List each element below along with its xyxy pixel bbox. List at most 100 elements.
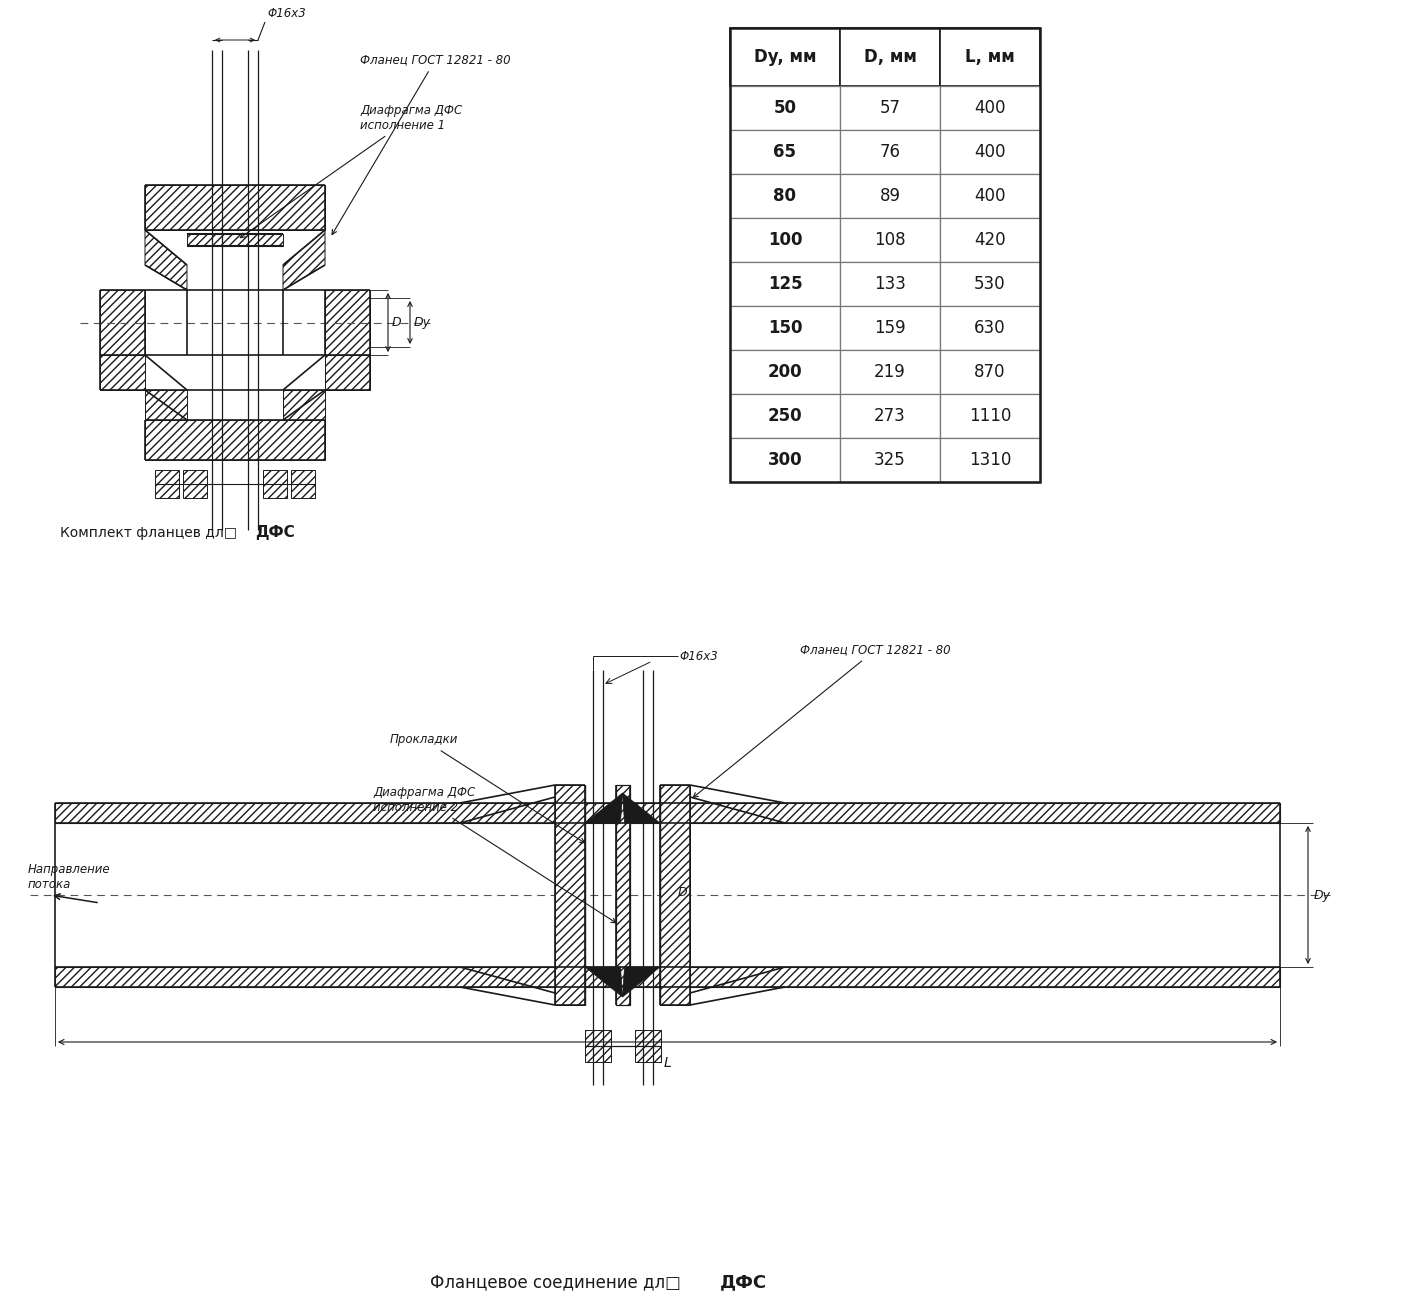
Bar bbox=[941, 438, 1040, 482]
Text: Диафрагма ДФС
исполнение 2: Диафрагма ДФС исполнение 2 bbox=[373, 786, 616, 923]
Polygon shape bbox=[100, 290, 145, 355]
Text: L, мм: L, мм bbox=[965, 47, 1015, 66]
Text: 76: 76 bbox=[879, 143, 900, 161]
Text: 57: 57 bbox=[879, 99, 900, 117]
Polygon shape bbox=[324, 355, 371, 390]
Polygon shape bbox=[555, 786, 585, 1005]
Text: D, мм: D, мм bbox=[863, 47, 917, 66]
Text: Dy, мм: Dy, мм bbox=[754, 47, 816, 66]
Bar bbox=[730, 28, 1040, 482]
Text: 150: 150 bbox=[768, 318, 802, 337]
Bar bbox=[941, 174, 1040, 218]
Text: ДФС: ДФС bbox=[720, 1273, 767, 1291]
Text: 300: 300 bbox=[768, 451, 802, 468]
Bar bbox=[941, 393, 1040, 438]
Polygon shape bbox=[154, 470, 178, 497]
Polygon shape bbox=[55, 967, 1280, 987]
Text: Фланец ГОСТ 12821 - 80: Фланец ГОСТ 12821 - 80 bbox=[331, 54, 511, 234]
Text: Комплект фланцев дл□: Комплект фланцев дл□ bbox=[60, 526, 241, 540]
Bar bbox=[730, 307, 840, 350]
Polygon shape bbox=[145, 186, 324, 230]
Text: Направление
потока: Направление потока bbox=[28, 863, 111, 891]
Text: 159: 159 bbox=[875, 318, 906, 337]
Bar bbox=[941, 28, 1040, 86]
Bar bbox=[840, 393, 941, 438]
Polygon shape bbox=[622, 794, 660, 822]
Text: 100: 100 bbox=[768, 232, 802, 249]
Text: 420: 420 bbox=[974, 232, 1005, 249]
Text: 200: 200 bbox=[768, 363, 802, 382]
Bar bbox=[840, 28, 941, 86]
Bar bbox=[730, 28, 840, 86]
Bar bbox=[840, 218, 941, 262]
Polygon shape bbox=[622, 967, 660, 998]
Text: Φ16х3: Φ16х3 bbox=[680, 650, 719, 662]
Polygon shape bbox=[187, 234, 284, 246]
Polygon shape bbox=[585, 967, 622, 998]
Text: 400: 400 bbox=[974, 187, 1005, 205]
Text: 65: 65 bbox=[774, 143, 796, 161]
Text: 80: 80 bbox=[774, 187, 796, 205]
Text: Φ16х3: Φ16х3 bbox=[267, 7, 306, 20]
Text: ДФС: ДФС bbox=[256, 525, 295, 541]
Text: Dy: Dy bbox=[1314, 888, 1331, 901]
Bar bbox=[941, 350, 1040, 393]
Text: 250: 250 bbox=[768, 407, 802, 425]
Polygon shape bbox=[145, 390, 187, 420]
Text: 1110: 1110 bbox=[969, 407, 1011, 425]
Text: 133: 133 bbox=[875, 275, 906, 293]
Bar bbox=[941, 307, 1040, 350]
Text: 273: 273 bbox=[875, 407, 906, 425]
Text: 125: 125 bbox=[768, 275, 802, 293]
Text: L: L bbox=[664, 1055, 671, 1070]
Bar bbox=[840, 350, 941, 393]
Text: 400: 400 bbox=[974, 99, 1005, 117]
Polygon shape bbox=[284, 390, 324, 420]
Bar bbox=[840, 174, 941, 218]
Polygon shape bbox=[635, 1030, 660, 1062]
Polygon shape bbox=[584, 1030, 611, 1062]
Bar bbox=[840, 438, 941, 482]
Bar bbox=[840, 262, 941, 307]
Polygon shape bbox=[145, 420, 324, 461]
Text: 870: 870 bbox=[974, 363, 1005, 382]
Polygon shape bbox=[183, 470, 206, 497]
Polygon shape bbox=[585, 794, 622, 822]
Bar bbox=[941, 130, 1040, 174]
Bar bbox=[730, 130, 840, 174]
Bar bbox=[840, 86, 941, 130]
Polygon shape bbox=[284, 230, 324, 290]
Polygon shape bbox=[324, 290, 371, 355]
Text: 630: 630 bbox=[974, 318, 1005, 337]
Polygon shape bbox=[291, 470, 314, 497]
Text: 108: 108 bbox=[875, 232, 906, 249]
Text: 219: 219 bbox=[875, 363, 906, 382]
Bar bbox=[941, 86, 1040, 130]
Text: 325: 325 bbox=[875, 451, 906, 468]
Bar bbox=[840, 307, 941, 350]
Text: 530: 530 bbox=[974, 275, 1005, 293]
Bar bbox=[730, 393, 840, 438]
Text: 400: 400 bbox=[974, 143, 1005, 161]
Text: D: D bbox=[678, 887, 687, 900]
Bar bbox=[941, 262, 1040, 307]
Bar bbox=[730, 174, 840, 218]
Bar bbox=[730, 218, 840, 262]
Text: Прокладки: Прокладки bbox=[390, 733, 584, 842]
Polygon shape bbox=[145, 230, 187, 290]
Text: 50: 50 bbox=[774, 99, 796, 117]
Polygon shape bbox=[100, 355, 145, 390]
Polygon shape bbox=[660, 786, 689, 1005]
Polygon shape bbox=[55, 803, 1280, 822]
Bar bbox=[941, 218, 1040, 262]
Text: Фланцевое соединение дл□: Фланцевое соединение дл□ bbox=[430, 1273, 687, 1291]
Polygon shape bbox=[615, 786, 629, 1005]
Bar bbox=[730, 438, 840, 482]
Text: Фланец ГОСТ 12821 - 80: Фланец ГОСТ 12821 - 80 bbox=[694, 644, 951, 797]
Bar bbox=[840, 130, 941, 174]
Bar bbox=[730, 86, 840, 130]
Text: Dy: Dy bbox=[414, 316, 431, 329]
Bar bbox=[730, 350, 840, 393]
Text: D: D bbox=[392, 316, 402, 329]
Polygon shape bbox=[263, 470, 286, 497]
